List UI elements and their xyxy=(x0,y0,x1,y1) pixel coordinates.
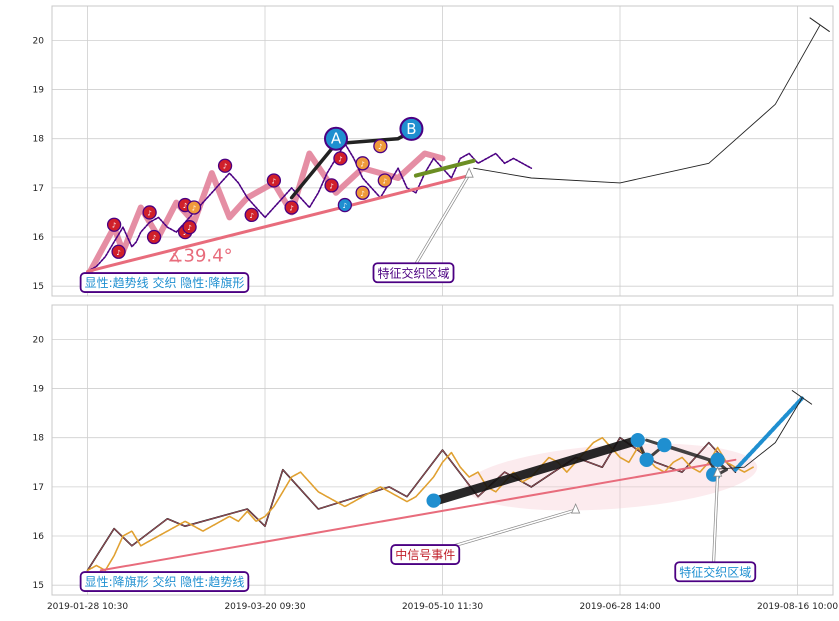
panel-bottom: 15 16 17 18 19 20 2019-01-28 10:30 2019-03-20 0… xyxy=(33,304,838,612)
pivot-marker-label: A xyxy=(331,130,342,148)
annotation-text: 显性:趋势线 交织 隐性:降旗形 xyxy=(85,275,245,290)
pivot-marker xyxy=(630,433,645,448)
pivot-note-icon: ♪ xyxy=(187,224,191,232)
angle-annotation: ∡39.4° xyxy=(167,246,232,267)
pivot-marker-label: B xyxy=(406,120,416,138)
pivot-marker xyxy=(111,244,126,259)
pivot-note-icon: ♪ xyxy=(192,205,196,213)
y-tick-label: 15 xyxy=(33,581,44,591)
y-tick-label: 20 xyxy=(33,36,45,46)
pivot-note-icon: ♪ xyxy=(249,212,253,220)
pivot-marker xyxy=(657,437,672,453)
annotation-box xyxy=(79,571,250,592)
pivot-note-icon: ♪ xyxy=(289,205,293,213)
pivot-note-icon: ♪ xyxy=(360,190,364,198)
pivot-marker xyxy=(426,493,441,508)
pivot-marker xyxy=(284,200,299,215)
annotation-box xyxy=(372,262,455,284)
pivot-note-icon: ♪ xyxy=(338,155,342,163)
pivot-note-icon: ♪ xyxy=(152,234,156,242)
pivot-note-icon: ♪ xyxy=(183,229,187,237)
y-tick-label: 15 xyxy=(33,282,44,292)
pivot-marker xyxy=(106,217,122,232)
y-tick-label: 20 xyxy=(33,335,45,345)
annotation-box xyxy=(79,272,250,293)
forecast-end-tick xyxy=(791,389,813,405)
pivot-marker xyxy=(324,178,339,193)
series-feature-segment xyxy=(413,158,476,178)
pivot-marker xyxy=(355,156,370,171)
y-tick-label: 19 xyxy=(33,86,45,96)
series-zigzag xyxy=(84,150,446,280)
y-tick-label: 17 xyxy=(33,184,44,194)
pivot-marker xyxy=(337,197,353,213)
x-tick-label: 2019-03-20 09:30 xyxy=(224,602,305,612)
y-tick-label: 16 xyxy=(33,233,45,243)
y-tick-label: 16 xyxy=(33,532,45,542)
arrow-head xyxy=(713,466,723,477)
series-trend-line xyxy=(99,458,737,572)
pivot-note-icon: ♪ xyxy=(183,202,187,210)
series-signal-leg xyxy=(429,435,643,507)
pivot-note-icon: ♪ xyxy=(223,163,227,171)
pivot-note-icon: ♪ xyxy=(378,143,382,151)
annotation-text: 中信号事件 xyxy=(395,547,455,562)
pivot-marker xyxy=(355,185,370,200)
pivot-marker xyxy=(377,173,392,188)
pivot-note-icon: ♪ xyxy=(272,177,276,185)
y-tick-label: 17 xyxy=(33,483,44,493)
pivot-marker xyxy=(373,138,388,154)
x-tick-label: 2019-08-16 10:00 xyxy=(757,602,838,612)
series-forecast-curve xyxy=(473,25,821,184)
pivot-marker xyxy=(639,452,654,467)
x-tick-label: 2019-06-28 14:00 xyxy=(579,602,660,612)
pivot-marker-large xyxy=(324,126,348,151)
plot-frame xyxy=(51,304,834,596)
pivot-marker xyxy=(333,151,348,166)
pivot-marker xyxy=(710,452,725,467)
pivot-note-icon: ♪ xyxy=(329,182,333,190)
pivot-marker xyxy=(266,173,282,188)
plot-frame xyxy=(51,5,834,297)
pivot-marker xyxy=(217,158,233,173)
forecast-end-tick xyxy=(809,17,830,33)
x-tick-label: 2019-01-28 10:30 xyxy=(47,602,128,612)
arrow-head xyxy=(464,167,474,178)
pivot-note-icon: ♪ xyxy=(343,202,347,210)
annotation-text: 显性:降旗形 交织 隐性:趋势线 xyxy=(85,574,245,589)
arrow-shaft xyxy=(712,473,719,571)
series-zigzag-overlay xyxy=(87,437,736,571)
y-tick-label: 18 xyxy=(33,434,45,444)
pivot-note-icon: ♪ xyxy=(147,209,151,217)
pivot-marker xyxy=(182,220,197,235)
pivot-marker-large xyxy=(399,116,424,141)
pivot-note-icon: ♪ xyxy=(116,249,120,257)
arrow-head xyxy=(571,503,581,514)
annotation-text: 特征交织区域 xyxy=(378,265,450,280)
pivot-note-icon: ♪ xyxy=(360,160,364,168)
pivot-note-icon: ♪ xyxy=(383,177,387,185)
arrow-shaft xyxy=(410,173,470,272)
pivot-marker xyxy=(142,205,157,220)
annotation-box xyxy=(390,544,461,565)
pivot-marker xyxy=(186,200,202,215)
annotation-text: 特征交织区域 xyxy=(679,564,751,579)
series-forecast-curve xyxy=(708,397,803,471)
series-forecast-segment xyxy=(733,396,804,472)
y-tick-label: 18 xyxy=(33,135,45,145)
x-tick-label: 2019-05-10 11:30 xyxy=(402,602,483,612)
pivot-note-icon: ♪ xyxy=(112,222,116,230)
y-tick-label: 19 xyxy=(33,385,45,395)
pivot-marker xyxy=(244,207,259,223)
annotation-box xyxy=(674,561,757,583)
pivot-marker xyxy=(146,229,162,245)
series-trend-line xyxy=(86,174,471,273)
